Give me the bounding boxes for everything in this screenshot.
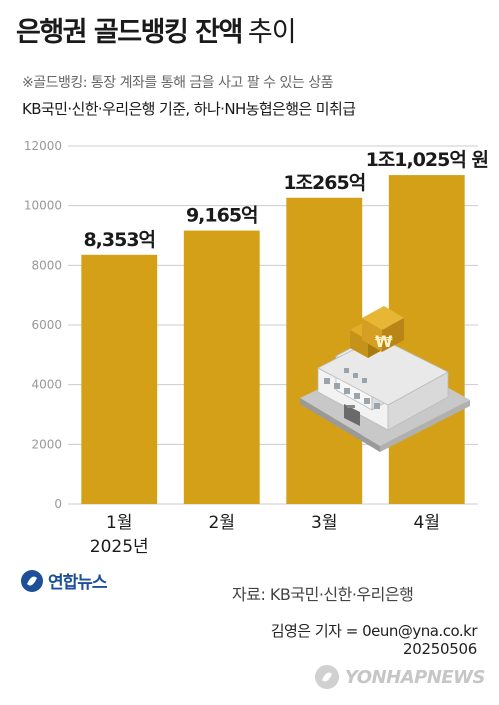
page-title: 은행권 골드뱅킹 잔액 추이 — [16, 10, 297, 49]
title-sub: 추이 — [247, 17, 297, 48]
x-tick-label: 1월 — [106, 513, 132, 533]
y-tick-label: 12000 — [24, 139, 62, 153]
yonhapnews-watermark: YONHAPNEWS — [314, 664, 486, 690]
basis-note: KB국민·신한·우리은행 기준, 하나·NH농협은행은 미취급 — [22, 100, 356, 118]
x-tick-label: 4월 — [414, 513, 440, 533]
reporter-credit: 김영은 기자 = 0eun@yna.co.kr — [270, 622, 478, 640]
y-tick-label: 8000 — [31, 258, 62, 272]
date-stamp: 20250506 — [403, 640, 477, 658]
source-note: 자료: KB국민·신한·우리은행 — [232, 585, 414, 604]
year-label: 2025년 — [90, 537, 149, 557]
definition-note: ※골드뱅킹: 통장 계좌를 통해 금을 사고 팔 수 있는 상품 — [22, 75, 333, 91]
logo-text: 연합뉴스 — [48, 573, 108, 593]
data-label: 1조1,025억 원 — [366, 149, 488, 171]
data-label: 9,165억 — [186, 205, 258, 227]
x-tick-label: 2월 — [209, 513, 235, 533]
watermark-icon — [314, 665, 339, 689]
bars: 8,353억 1월 9,165억 2월 1조265억 3월 1조1,025억 원 4월 2025… — [81, 149, 489, 557]
yonhap-logo-icon — [21, 569, 43, 592]
won-sign: ₩ — [375, 332, 393, 351]
x-tick-label: 3월 — [311, 513, 337, 533]
y-tick-label: 2000 — [31, 437, 62, 451]
yonhap-logo: 연합뉴스 — [20, 568, 108, 593]
watermark-text: YONHAPNEWS — [344, 666, 486, 688]
y-tick-label: 0 — [54, 497, 62, 511]
bar — [183, 230, 260, 504]
y-tick-label: 6000 — [31, 318, 62, 332]
bank-building-won-icon: ₩ — [300, 306, 470, 452]
data-label: 1조265억 — [283, 172, 365, 194]
y-tick-label: 10000 — [24, 199, 62, 213]
data-label: 8,353억 — [83, 229, 155, 251]
bar — [81, 254, 158, 504]
title-main: 은행권 골드뱅킹 잔액 — [16, 17, 243, 48]
y-tick-label: 4000 — [31, 378, 62, 392]
